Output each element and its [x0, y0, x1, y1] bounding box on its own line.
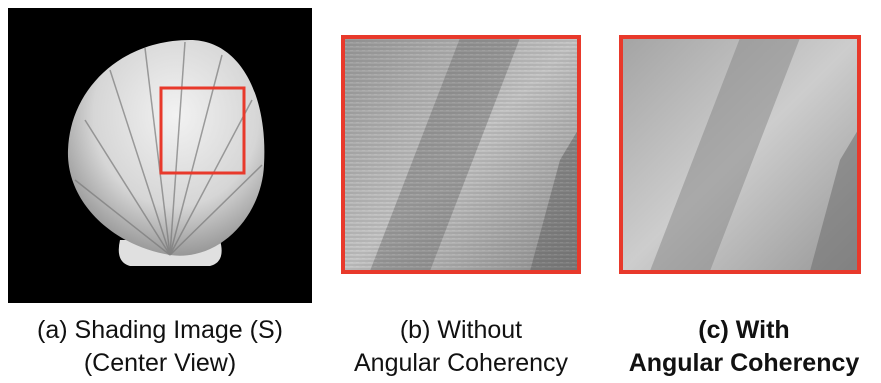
figure: (a) Shading Image (S) (Center View) (b) …	[0, 0, 881, 383]
zoom-without	[343, 37, 579, 272]
caption: (b) Without	[400, 316, 522, 344]
caption: Angular Coherency	[354, 349, 569, 377]
caption: (Center View)	[84, 349, 236, 377]
caption: (a) Shading Image (S)	[37, 316, 283, 344]
caption: Angular Coherency	[629, 349, 860, 377]
zoom-with	[621, 37, 859, 272]
shading-image	[8, 8, 312, 303]
caption: (c) With	[698, 316, 789, 344]
